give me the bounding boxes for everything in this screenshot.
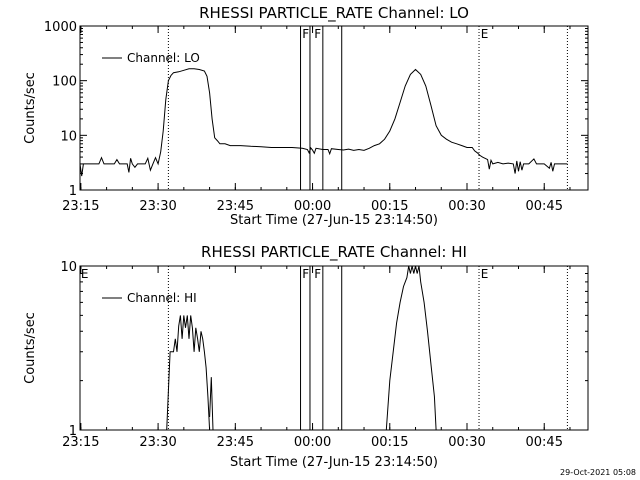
- marker-flag-label: F: [302, 27, 309, 41]
- y-axis-label: Counts/sec: [23, 312, 38, 384]
- chart-panel-lo: RHESSI PARTICLE_RATE Channel: LO 23:15 23:…: [23, 4, 589, 228]
- y-tick-label: 1000: [44, 20, 77, 35]
- x-tick-label: 00:00: [294, 199, 331, 214]
- x-tick-label: 00:30: [448, 199, 485, 214]
- series-line-hi-0: [166, 315, 211, 431]
- plot-frame: [79, 265, 589, 431]
- chart-panel-hi: RHESSI PARTICLE_RATE Channel: HI 23:15 23:…: [23, 243, 589, 470]
- x-tick-label: 00:15: [371, 199, 408, 214]
- x-tick-label: 23:15: [62, 435, 99, 450]
- chart-title: RHESSI PARTICLE_RATE Channel: LO: [199, 4, 469, 23]
- marker-flag-label: F: [302, 267, 309, 281]
- plot-frame: [79, 25, 589, 191]
- x-tick-label: 23:15: [62, 199, 99, 214]
- series-line-hi-2: [385, 265, 437, 431]
- legend-entry: Channel: HI: [127, 291, 197, 305]
- y-tick-label: 10: [60, 260, 77, 275]
- marker-flag-label: F: [314, 267, 321, 281]
- x-tick-label: 23:30: [139, 435, 176, 450]
- x-tick-label: 00:45: [526, 435, 563, 450]
- x-tick-label: 00:00: [294, 435, 331, 450]
- y-tick-label: 1: [69, 184, 77, 199]
- legend-entry: Channel: LO: [127, 51, 200, 65]
- series-line-hi-1: [209, 377, 214, 431]
- y-axis-label: Counts/sec: [23, 72, 38, 144]
- y-tick-label: 10: [60, 129, 77, 144]
- x-tick-label: 23:45: [217, 435, 254, 450]
- x-tick-label: 23:30: [139, 199, 176, 214]
- x-tick-label: 23:45: [217, 199, 254, 214]
- footer-timestamp: 29-Oct-2021 05:08: [560, 468, 636, 477]
- x-tick-label: 00:30: [448, 435, 485, 450]
- x-axis-label: Start Time (27-Jun-15 23:14:50): [230, 455, 438, 470]
- marker-flag-label: E: [81, 267, 89, 281]
- chart-title: RHESSI PARTICLE_RATE Channel: HI: [201, 243, 467, 262]
- y-tick-label: 1: [69, 424, 77, 439]
- marker-flag-label: E: [481, 27, 489, 41]
- series-line-lo-0: [79, 68, 568, 177]
- marker-flag-label: E: [481, 267, 489, 281]
- x-axis-label: Start Time (27-Jun-15 23:14:50): [230, 213, 438, 228]
- x-tick-label: 00:45: [526, 199, 563, 214]
- y-tick-label: 100: [52, 75, 77, 90]
- x-tick-label: 00:15: [371, 435, 408, 450]
- marker-flag-label: F: [314, 27, 321, 41]
